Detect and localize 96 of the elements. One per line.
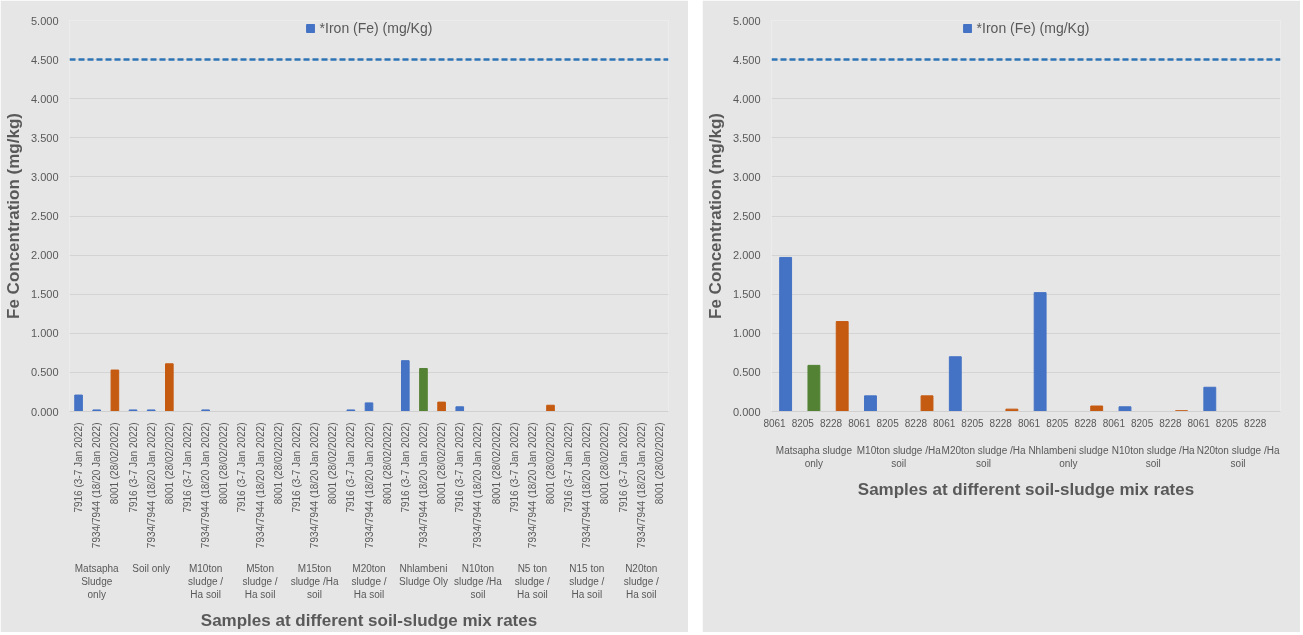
x-tick-label: 7916 (3-7 Jan 2022) xyxy=(290,422,302,513)
text: Matsapha sludge only xyxy=(775,444,853,469)
text: M20ton sludge / Ha soil xyxy=(351,562,387,600)
y-tick-label: 2.000 xyxy=(30,249,59,262)
y-tick-label: 4.000 xyxy=(732,92,761,105)
text: N10ton sludge /Ha soil xyxy=(454,562,503,600)
y-tick-label: 4.000 xyxy=(30,92,59,105)
x-tick-label: 8001 (28/02/2022) xyxy=(490,422,502,505)
x-tick-label: 8205 xyxy=(1215,417,1239,429)
x-tick-label: 8061 xyxy=(933,417,956,429)
x-tick-label: 7916 (3-7 Jan 2022) xyxy=(236,422,248,513)
x-tick-label: 8061 xyxy=(1017,417,1041,429)
x-tick-label: 8001 (28/02/2022) xyxy=(272,422,284,505)
x-tick-label: 7934/7944 (18/20 Jan 2022) xyxy=(91,422,103,549)
x-tick-label: 7916 (3-7 Jan 2022) xyxy=(181,422,193,513)
x-tick-label: 8228 xyxy=(1159,417,1182,429)
x-tick-label: 8205 xyxy=(961,417,985,429)
x-tick-label: 8061 xyxy=(1187,417,1211,429)
y-tick-label: 0.500 xyxy=(30,366,59,379)
text: M10ton sludge / Ha soil xyxy=(188,562,224,600)
text: N5 ton sludge / Ha soil xyxy=(514,562,551,600)
x-tick-label: 8228 xyxy=(904,417,928,429)
x-tick-label: 7934/7944 (18/20 Jan 2022) xyxy=(254,422,266,549)
x-tick-label: 8001 (28/02/2022) xyxy=(381,422,393,505)
x-tick-label: 7916 (3-7 Jan 2022) xyxy=(563,422,575,513)
text: M20ton sludge /Ha soil xyxy=(941,444,1026,469)
x-tick-label: 7934/7944 (18/20 Jan 2022) xyxy=(472,422,484,549)
y-tick-label: 2.500 xyxy=(30,210,59,222)
x-tick-label: 8001 (28/02/2022) xyxy=(109,422,121,505)
x-tick-label: 8061 xyxy=(763,417,787,429)
x-tick-label: 8205 xyxy=(1046,417,1069,429)
text: N20ton sludge / Ha soil xyxy=(623,562,660,600)
y-tick-label: 3.000 xyxy=(30,170,59,183)
text: N10ton sludge /Ha soil xyxy=(1111,444,1196,469)
y-tick-label: 2.000 xyxy=(732,249,761,262)
x-tick-label: 8001 (28/02/2022) xyxy=(545,422,557,505)
y-axis-title: Fe Concentration (mg/kg) xyxy=(705,113,725,319)
y-tick-label: 1.500 xyxy=(732,288,761,301)
x-tick-label: 8001 (28/02/2022) xyxy=(163,422,175,505)
legend-label: *Iron (Fe) (mg/Kg) xyxy=(319,20,433,36)
text: Nhlambeni Sludge Oly xyxy=(399,562,448,587)
y-tick-label: 3.000 xyxy=(732,170,761,183)
x-tick-label: 7934/7944 (18/20 Jan 2022) xyxy=(363,422,375,549)
text: M15ton sludge /Ha soil xyxy=(290,562,339,600)
x-tick-label: 7934/7944 (18/20 Jan 2022) xyxy=(417,422,429,549)
x-tick-label: 7916 (3-7 Jan 2022) xyxy=(399,422,411,513)
x-tick-label: 8001 (28/02/2022) xyxy=(653,422,665,505)
y-tick-label: 0.000 xyxy=(732,405,761,418)
y-tick-label: 3.500 xyxy=(732,131,761,144)
y-tick-label: 3.500 xyxy=(30,131,59,144)
x-tick-label: 7934/7944 (18/20 Jan 2022) xyxy=(145,422,157,549)
text: Soil only xyxy=(132,562,171,574)
x-tick-label: 7916 (3-7 Jan 2022) xyxy=(345,422,357,513)
x-tick-label: 8228 xyxy=(819,417,843,429)
text: N15 ton sludge / Ha soil xyxy=(569,562,605,600)
text: M5ton sludge / Ha soil xyxy=(242,562,278,600)
x-tick-label: 7934/7944 (18/20 Jan 2022) xyxy=(581,422,593,549)
x-tick-label: 7916 (3-7 Jan 2022) xyxy=(454,422,466,513)
y-tick-label: 5.000 xyxy=(732,14,761,27)
y-tick-label: 4.500 xyxy=(30,53,59,66)
x-tick-label: 8228 xyxy=(1074,417,1098,429)
x-axis-title: Samples at different soil-sludge mix rates xyxy=(200,610,538,630)
x-tick-label: 8001 (28/02/2022) xyxy=(436,422,448,505)
x-tick-label: 7916 (3-7 Jan 2022) xyxy=(73,422,85,513)
x-tick-label: 7934/7944 (18/20 Jan 2022) xyxy=(309,422,321,549)
x-tick-label: 8228 xyxy=(989,417,1013,429)
x-tick-label: 8205 xyxy=(1131,417,1154,429)
legend-label: *Iron (Fe) (mg/Kg) xyxy=(976,20,1090,36)
x-tick-label: 8061 xyxy=(1102,417,1126,429)
y-tick-label: 0.000 xyxy=(30,405,59,418)
y-tick-label: 5.000 xyxy=(30,14,59,27)
x-tick-label: 7916 (3-7 Jan 2022) xyxy=(508,422,520,513)
x-tick-label: 7916 (3-7 Jan 2022) xyxy=(617,422,629,513)
x-axis-title: Samples at different soil-sludge mix rates xyxy=(857,479,1195,499)
x-tick-label: 8228 xyxy=(1244,417,1267,429)
text: Nhlambeni sludge only xyxy=(1028,444,1109,469)
x-tick-label: 7916 (3-7 Jan 2022) xyxy=(127,422,139,513)
x-tick-label: 8001 (28/02/2022) xyxy=(327,422,339,505)
x-tick-label: 8205 xyxy=(876,417,900,429)
y-tick-label: 1.500 xyxy=(30,288,59,301)
y-tick-label: 4.500 xyxy=(732,53,761,66)
y-tick-label: 0.500 xyxy=(732,366,761,379)
x-tick-label: 7934/7944 (18/20 Jan 2022) xyxy=(200,422,212,549)
x-tick-label: 8205 xyxy=(791,417,815,429)
y-tick-label: 1.000 xyxy=(732,327,761,340)
y-tick-label: 2.500 xyxy=(732,210,761,222)
x-tick-label: 8001 (28/02/2022) xyxy=(599,422,611,505)
x-tick-label: 8061 xyxy=(848,417,871,429)
y-tick-label: 1.000 xyxy=(30,327,59,340)
y-axis-title: Fe Concentration (mg/kg) xyxy=(3,113,23,319)
text: M10ton sludge /Ha soil xyxy=(856,444,942,469)
text: N20ton sludge /Ha soil xyxy=(1196,444,1280,469)
x-tick-label: 7934/7944 (18/20 Jan 2022) xyxy=(526,422,538,549)
x-tick-label: 8001 (28/02/2022) xyxy=(218,422,230,505)
x-tick-label: 7934/7944 (18/20 Jan 2022) xyxy=(635,422,647,549)
text: Matsapha Sludge only xyxy=(74,562,120,600)
